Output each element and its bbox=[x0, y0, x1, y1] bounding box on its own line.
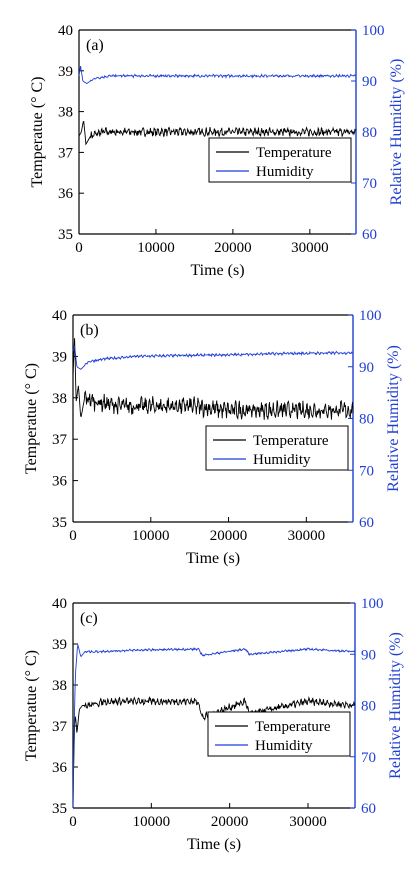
y-left-tick-label: 35 bbox=[52, 515, 67, 531]
legend-label-humidity: Humidity bbox=[255, 738, 313, 754]
x-tick-label: 30000 bbox=[288, 528, 326, 544]
y-left-axis-title: Temperatue (° C) bbox=[29, 76, 46, 187]
x-axis-title: Time (s) bbox=[186, 550, 240, 567]
x-tick-label: 20000 bbox=[210, 528, 248, 544]
y-right-tick-label: 100 bbox=[359, 308, 382, 324]
legend-box bbox=[207, 711, 351, 757]
y-right-tick-label: 60 bbox=[362, 227, 377, 243]
legend-label-humidity: Humidity bbox=[253, 452, 311, 468]
y-left-tick-label: 36 bbox=[58, 186, 74, 202]
y-right-tick-label: 100 bbox=[361, 596, 384, 612]
series-line-humidity bbox=[72, 644, 356, 809]
y-right-tick-label: 90 bbox=[362, 74, 377, 90]
chart-panel-1: 35 36 37 38 39 40 60 70 80 90 100 0 10000 20000 30000 T… bbox=[29, 23, 405, 279]
y-left-tick-label: 35 bbox=[58, 227, 73, 243]
y-left-tick-label: 37 bbox=[58, 145, 74, 161]
y-left-tick-label: 39 bbox=[52, 349, 67, 365]
x-tick-label: 20000 bbox=[211, 814, 249, 830]
y-left-tick-label: 40 bbox=[52, 308, 67, 324]
chart-panel-3: 35 36 37 38 39 40 60 70 80 90 100 0 10000 20000 30000 T… bbox=[23, 596, 404, 853]
x-axis-title: Time (s) bbox=[190, 262, 244, 279]
y-right-tick-label: 60 bbox=[359, 515, 374, 531]
y-left-tick-label: 40 bbox=[52, 596, 67, 612]
series-line-humidity bbox=[78, 66, 357, 84]
y-left-axis-title: Temperatue (° C) bbox=[23, 363, 40, 474]
y-right-tick-label: 70 bbox=[362, 176, 377, 192]
y-left-tick-label: 38 bbox=[58, 105, 73, 121]
x-tick-label: 0 bbox=[69, 814, 77, 830]
y-right-tick-label: 60 bbox=[361, 801, 376, 817]
y-left-tick-label: 38 bbox=[52, 678, 67, 694]
legend-box bbox=[208, 137, 352, 183]
y-left-tick-label: 38 bbox=[52, 391, 67, 407]
y-right-axis-title: Relative Humidity (%) bbox=[385, 345, 402, 492]
series-line-temperature bbox=[78, 121, 357, 146]
y-right-tick-label: 100 bbox=[362, 23, 385, 39]
y-left-tick-label: 39 bbox=[52, 637, 67, 653]
chart-panel-2: 35 36 37 38 39 40 60 70 80 90 100 0 10000 20000 30000 T… bbox=[23, 308, 402, 567]
x-tick-label: 10000 bbox=[132, 528, 170, 544]
y-right-tick-label: 90 bbox=[359, 360, 374, 376]
y-left-tick-label: 36 bbox=[52, 474, 68, 490]
legend-box bbox=[205, 425, 349, 471]
legend-label-humidity: Humidity bbox=[256, 164, 314, 180]
y-right-tick-label: 80 bbox=[359, 412, 374, 428]
series-line-temperature bbox=[72, 338, 354, 420]
y-left-tick-label: 37 bbox=[52, 432, 68, 448]
x-tick-label: 0 bbox=[69, 528, 77, 544]
y-right-tick-label: 70 bbox=[359, 463, 374, 479]
x-tick-label: 10000 bbox=[137, 240, 175, 256]
panel-label: (c) bbox=[80, 610, 98, 627]
legend-label-temperature: Temperature bbox=[255, 719, 331, 735]
y-right-axis-title: Relative Humidity (%) bbox=[387, 632, 404, 779]
y-left-axis-title: Temperatue (° C) bbox=[23, 650, 40, 761]
x-axis-title: Time (s) bbox=[187, 836, 241, 853]
y-left-tick-label: 35 bbox=[52, 801, 67, 817]
panel-label: (a) bbox=[86, 37, 104, 54]
y-left-tick-label: 40 bbox=[58, 23, 73, 39]
legend-label-temperature: Temperature bbox=[253, 433, 329, 449]
y-right-axis-title: Relative Humidity (%) bbox=[388, 59, 405, 206]
y-right-tick-label: 90 bbox=[361, 647, 376, 663]
panel-label: (b) bbox=[80, 322, 99, 339]
y-right-tick-label: 80 bbox=[362, 125, 377, 141]
x-tick-label: 10000 bbox=[133, 814, 171, 830]
y-right-tick-label: 80 bbox=[361, 699, 376, 715]
series-line-humidity bbox=[72, 345, 354, 370]
y-left-tick-label: 39 bbox=[58, 64, 73, 80]
y-left-tick-label: 36 bbox=[52, 760, 68, 776]
x-tick-label: 30000 bbox=[289, 814, 327, 830]
legend-label-temperature: Temperature bbox=[256, 145, 332, 161]
x-tick-label: 0 bbox=[75, 240, 83, 256]
y-left-tick-label: 37 bbox=[52, 719, 68, 735]
y-right-tick-label: 70 bbox=[361, 750, 376, 766]
x-tick-label: 20000 bbox=[214, 240, 252, 256]
x-tick-label: 30000 bbox=[291, 240, 329, 256]
